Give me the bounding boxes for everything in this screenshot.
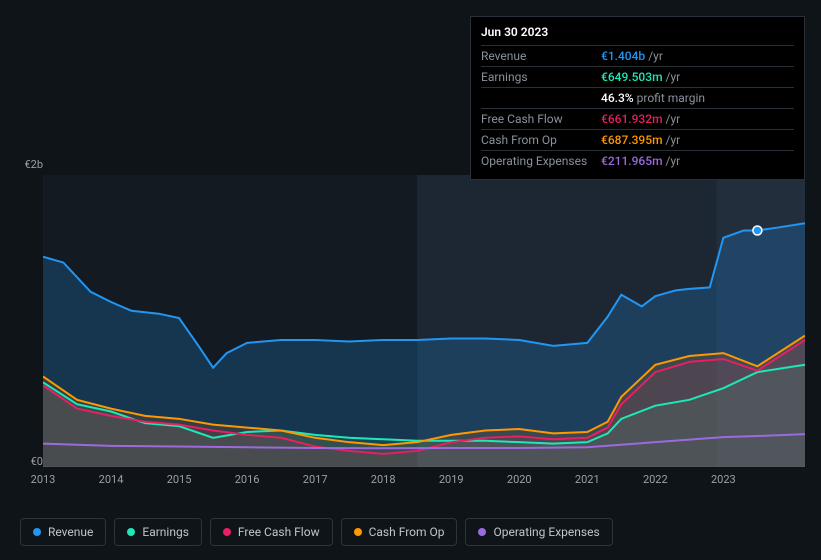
tooltip-rows: Revenue€1.404b/yrEarnings€649.503m/yr46.… (481, 46, 794, 171)
x-tick-2023: 2023 (711, 473, 736, 486)
legend-dot (33, 528, 41, 536)
tooltip-label: Cash From Op (481, 133, 601, 147)
legend-dot (223, 528, 231, 536)
legend-dot (478, 528, 486, 536)
tooltip-label: Operating Expenses (481, 154, 601, 168)
x-tick-2013: 2013 (31, 473, 56, 486)
x-tick-2020: 2020 (507, 473, 532, 486)
legend-item-earnings[interactable]: Earnings (114, 518, 202, 546)
tooltip-label: Revenue (481, 49, 601, 63)
legend-dot (354, 528, 362, 536)
legend-item-opex[interactable]: Operating Expenses (465, 518, 612, 546)
tooltip-panel: Jun 30 2023 Revenue€1.404b/yrEarnings€64… (470, 16, 805, 180)
chart-container: €2b €0 2013 2014 2015 2016 2017 2018 2019 2020 2… (18, 155, 805, 495)
x-tick-2015: 2015 (167, 473, 192, 486)
x-tick-2022: 2022 (643, 473, 668, 486)
tooltip-value: €687.395m (601, 133, 663, 147)
tooltip-date: Jun 30 2023 (481, 25, 794, 46)
y-tick-bottom: €0 (31, 455, 43, 468)
tooltip-row-fcf: Free Cash Flow€661.932m/yr (481, 109, 794, 130)
tooltip-label: Earnings (481, 70, 601, 84)
legend-item-revenue[interactable]: Revenue (20, 518, 106, 546)
x-tick-2016: 2016 (235, 473, 260, 486)
tooltip-value: €661.932m (601, 112, 663, 126)
y-tick-top: €2b (24, 158, 43, 171)
x-tick-2019: 2019 (439, 473, 464, 486)
chart-plot[interactable] (43, 175, 805, 467)
legend-label: Cash From Op (369, 525, 445, 539)
tooltip-value: €1.404b (601, 49, 645, 63)
tooltip-row-revenue: Revenue€1.404b/yr (481, 46, 794, 67)
tooltip-suffix: /yr (666, 154, 681, 168)
legend: Revenue Earnings Free Cash Flow Cash From O… (20, 518, 613, 546)
legend-label: Earnings (142, 525, 189, 539)
x-tick-2021: 2021 (575, 473, 600, 486)
legend-item-cfo[interactable]: Cash From Op (341, 518, 458, 546)
x-tick-2017: 2017 (303, 473, 328, 486)
legend-label: Operating Expenses (493, 525, 599, 539)
tooltip-suffix: /yr (666, 112, 681, 126)
x-tick-2018: 2018 (371, 473, 396, 486)
tooltip-label: Free Cash Flow (481, 112, 601, 126)
tooltip-row-cfo: Cash From Op€687.395m/yr (481, 130, 794, 151)
tooltip-suffix: /yr (666, 133, 681, 147)
legend-label: Free Cash Flow (238, 525, 320, 539)
tooltip-value: €649.503m (601, 70, 663, 84)
tooltip-suffix: /yr (648, 49, 663, 63)
tooltip-profit-margin: 46.3%profit margin (481, 91, 705, 105)
legend-item-fcf[interactable]: Free Cash Flow (210, 518, 333, 546)
x-tick-2014: 2014 (99, 473, 124, 486)
legend-label: Revenue (48, 525, 93, 539)
tooltip-row-earnings: Earnings€649.503m/yr (481, 67, 794, 88)
tooltip-row-opex: Operating Expenses€211.965m/yr (481, 151, 794, 171)
x-axis-labels: 2013201420152016201720182019202020212022… (43, 473, 805, 493)
tooltip-value: €211.965m (601, 154, 663, 168)
hover-marker (753, 226, 762, 235)
legend-dot (127, 528, 135, 536)
tooltip-suffix: /yr (666, 70, 681, 84)
